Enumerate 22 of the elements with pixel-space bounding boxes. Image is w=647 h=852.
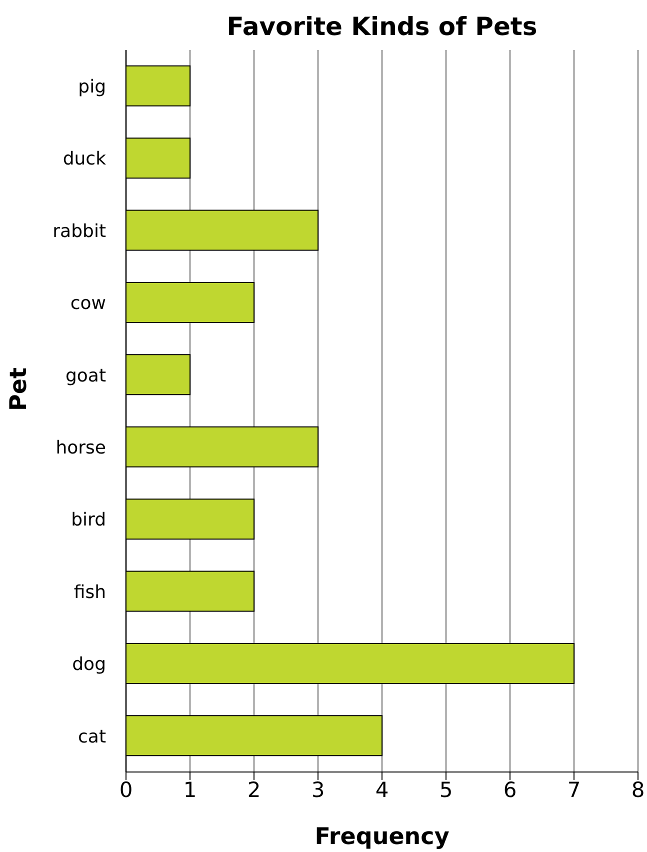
y-tick-label: pig [78,76,106,98]
x-axis-title: Frequency [314,824,450,850]
y-tick-label: cat [78,726,106,748]
x-tick-label: 4 [375,778,389,802]
x-tick-label: 6 [503,778,517,802]
y-tick-label: goat [65,365,106,386]
y-tick-label: dog [72,654,106,676]
y-tick-label: duck [62,148,107,170]
x-tick-label: 1 [183,778,197,802]
y-tick-label: horse [56,437,106,458]
x-tick-label: 8 [631,778,645,802]
y-axis-title: Pet [6,368,32,411]
x-tick-label: 7 [567,778,581,802]
x-tick-label: 0 [119,778,133,802]
chart-title: Favorite Kinds of Pets [226,12,538,41]
x-tick-label: 2 [247,778,261,802]
y-tick-label: cow [70,293,106,314]
y-tick-label: fish [74,582,106,603]
x-tick-label: 5 [439,778,453,802]
y-tick-label: bird [71,510,106,531]
y-tick-label: rabbit [52,220,106,242]
x-tick-label: 3 [311,778,325,802]
